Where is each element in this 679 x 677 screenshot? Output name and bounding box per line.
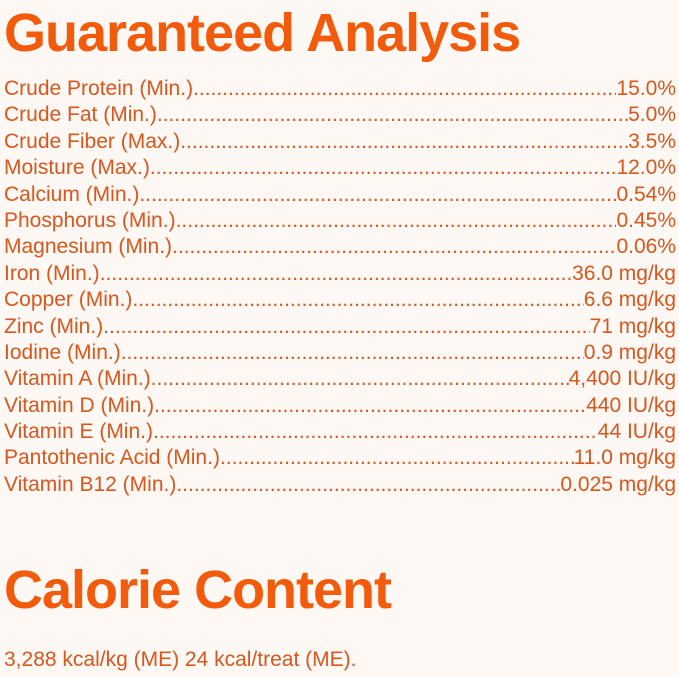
nutrient-label: Iron (Min.) [4, 261, 100, 285]
nutrient-label: Vitamin A (Min.) [4, 367, 151, 391]
nutrient-label: Crude Fat (Min.) [4, 103, 157, 127]
nutrient-value: 44 IU/kg [597, 420, 676, 444]
analysis-row: Iodine (Min.) 0.9 mg/kg [4, 340, 676, 366]
leader-dots [153, 419, 598, 445]
nutrient-value: 5.0% [628, 103, 676, 127]
nutrient-value: 15.0% [616, 77, 676, 100]
leader-dots [150, 155, 617, 181]
nutrient-value: 36.0 mg/kg [572, 261, 676, 285]
analysis-row: Copper (Min.) 6.6 mg/kg [4, 287, 676, 313]
analysis-row: Crude Fat (Min.) 5.0% [4, 102, 676, 128]
nutrient-value: 0.45% [616, 208, 676, 232]
analysis-row: Pantothenic Acid (Min.) 11.0 mg/kg [4, 445, 676, 471]
nutrient-label: Magnesium (Min.) [4, 235, 173, 259]
nutrient-label: Pantothenic Acid (Min.) [4, 446, 220, 470]
analysis-row: Iron (Min.) 36.0 mg/kg [4, 261, 676, 287]
nutrient-label: Crude Fiber (Max.) [4, 129, 181, 153]
nutrient-value: 4,400 IU/kg [568, 367, 676, 391]
leader-dots [151, 366, 569, 392]
leader-dots [157, 102, 628, 128]
nutrient-label: Crude Protein (Min.) [4, 77, 194, 100]
analysis-row: Zinc (Min.) 71 mg/kg [4, 314, 676, 340]
nutrient-value: 6.6 mg/kg [583, 288, 676, 312]
calorie-content-text: 3,288 kcal/kg (ME) 24 kcal/treat (ME). [4, 648, 357, 671]
nutrient-label: Vitamin D (Min.) [4, 393, 155, 417]
leader-dots [176, 208, 617, 234]
guaranteed-analysis-title: Guaranteed Analysis [4, 3, 521, 63]
analysis-row: Crude Fiber (Max.) 3.5% [4, 129, 676, 155]
nutrient-value: 0.54% [616, 182, 676, 206]
nutrient-label: Calcium (Min.) [4, 182, 140, 206]
leader-dots [193, 76, 616, 102]
analysis-row: Vitamin D (Min.) 440 IU/kg [4, 393, 676, 419]
analysis-list: Crude Protein (Min.)15.0%Crude Fat (Min.… [4, 76, 676, 498]
leader-dots [121, 340, 584, 366]
analysis-row: Phosphorus (Min.) 0.45% [4, 208, 676, 234]
nutrient-value: 71 mg/kg [589, 314, 676, 338]
nutrient-label: Phosphorus (Min.) [4, 208, 176, 232]
analysis-row: Vitamin A (Min.) 4,400 IU/kg [4, 366, 676, 392]
nutrient-value: 0.06% [616, 235, 676, 259]
leader-dots [132, 287, 583, 313]
analysis-row: Magnesium (Min.) 0.06% [4, 234, 676, 260]
analysis-row: Crude Protein (Min.) 15.0% [4, 76, 676, 102]
nutrient-label: Vitamin E (Min.) [4, 420, 153, 444]
nutrient-value: 3.5% [628, 129, 676, 153]
analysis-row: Calcium (Min.) 0.54% [4, 182, 676, 208]
analysis-row: Vitamin B12 (Min.) 0.025 mg/kg [4, 472, 676, 498]
leader-dots [100, 261, 572, 287]
nutrient-value: 12.0% [616, 156, 676, 180]
calorie-content-title: Calorie Content [4, 560, 392, 620]
leader-dots [172, 234, 616, 260]
leader-dots [180, 129, 628, 155]
nutrient-value: 0.9 mg/kg [583, 340, 676, 364]
nutrient-value: 440 IU/kg [586, 393, 676, 417]
leader-dots [176, 472, 560, 498]
nutrient-label: Vitamin B12 (Min.) [4, 472, 177, 496]
leader-dots [220, 445, 574, 471]
nutrient-label: Iodine (Min.) [4, 340, 121, 364]
nutrient-label: Zinc (Min.) [4, 314, 104, 338]
nutrient-value: 11.0 mg/kg [573, 446, 676, 470]
leader-dots [154, 393, 586, 419]
leader-dots [103, 314, 589, 340]
leader-dots [139, 182, 616, 208]
nutrient-value: 0.025 mg/kg [560, 472, 676, 496]
nutrient-label: Copper (Min.) [4, 288, 133, 312]
analysis-row: Moisture (Max.) 12.0% [4, 155, 676, 181]
nutrient-label: Moisture (Max.) [4, 156, 150, 180]
analysis-row: Vitamin E (Min.) 44 IU/kg [4, 419, 676, 445]
